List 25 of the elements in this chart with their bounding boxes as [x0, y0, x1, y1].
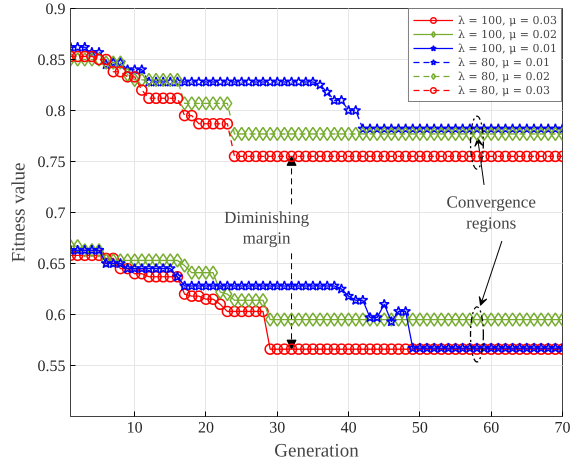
legend-label: λ = 100, μ = 0.02: [458, 27, 557, 41]
legend-label: λ = 100, μ = 0.01: [458, 41, 557, 55]
legend-label: λ = 80, μ = 0.03: [458, 83, 550, 97]
y-axis-title: Fitness value: [8, 162, 30, 262]
x-axis-title: Generation: [274, 440, 360, 462]
legend-label: λ = 100, μ = 0.03: [458, 13, 557, 27]
y-tick-label: 0.6: [46, 307, 66, 324]
x-tick-label: 40: [340, 420, 357, 436]
y-tick-label: 0.55: [38, 358, 66, 375]
x-tick-label: 50: [412, 420, 428, 436]
annotation: Diminishing margin: [224, 208, 310, 248]
legend-label: λ = 80, μ = 0.02: [458, 69, 550, 83]
x-tick-label: 60: [483, 420, 500, 436]
x-tick-label: 10: [126, 420, 143, 436]
y-tick-label: 0.75: [38, 154, 66, 171]
y-tick-label: 0.65: [38, 256, 66, 273]
x-tick-label: 20: [198, 420, 214, 436]
y-tick-label: 0.9: [46, 1, 66, 18]
y-tick-label: 0.85: [38, 52, 66, 69]
y-tick-label: 0.8: [46, 103, 66, 120]
legend-label: λ = 80, μ = 0.01: [458, 55, 550, 69]
x-tick-label: 70: [554, 420, 570, 436]
x-tick-label: 30: [269, 420, 286, 436]
y-tick-label: 0.7: [46, 205, 66, 222]
annotation: Convergence regions: [446, 192, 536, 232]
